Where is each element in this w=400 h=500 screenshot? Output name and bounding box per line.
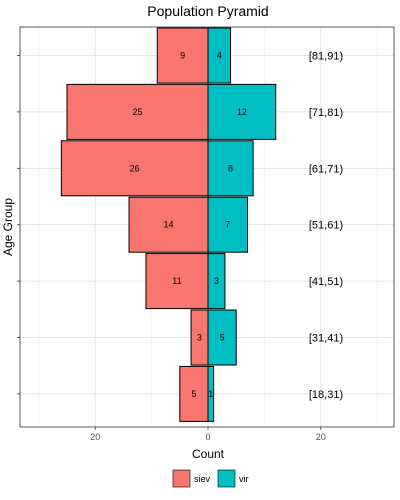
legend: siev vir bbox=[172, 469, 249, 488]
bar-vir bbox=[207, 196, 248, 253]
age-group-label: [61,71) bbox=[309, 163, 343, 175]
age-group-label: [81,91) bbox=[309, 51, 343, 63]
bar-vir bbox=[207, 140, 254, 197]
plot-border bbox=[19, 26, 395, 428]
bar-siev bbox=[60, 140, 209, 197]
bar-siev bbox=[128, 196, 209, 253]
bar-vir bbox=[207, 27, 232, 84]
bar-label-vir: 12 bbox=[237, 107, 247, 117]
age-group-label: [51,61) bbox=[309, 220, 343, 232]
bar-label-vir: 4 bbox=[217, 51, 222, 61]
bar-label-vir: 3 bbox=[214, 276, 219, 286]
bars bbox=[60, 27, 277, 422]
bar-label-siev: 25 bbox=[132, 107, 142, 117]
bar-label-vir: 7 bbox=[225, 220, 230, 230]
bar-label-siev: 5 bbox=[191, 389, 196, 399]
bar-label-siev: 9 bbox=[180, 51, 185, 61]
x-tick-label: 20 bbox=[316, 432, 326, 442]
y-axis-title: Age Group bbox=[1, 198, 15, 256]
legend-key-siev bbox=[172, 469, 191, 488]
bar-siev bbox=[66, 83, 209, 140]
bar-vir bbox=[207, 309, 237, 366]
age-group-label: [31,41) bbox=[309, 333, 343, 345]
legend-label-siev: siev bbox=[194, 474, 211, 484]
x-tick-label: 0 bbox=[205, 432, 210, 442]
chart-title: Population Pyramid bbox=[147, 3, 268, 19]
bar-label-siev: 11 bbox=[172, 276, 181, 286]
bar-labels: 5 3 11 14 26 25 9 1 5 3 7 8 12 4 bbox=[130, 51, 247, 399]
bar-label-siev: 14 bbox=[164, 220, 174, 230]
legend-key-vir bbox=[217, 469, 236, 488]
bar-label-siev: 3 bbox=[197, 333, 202, 343]
bar-vir bbox=[207, 365, 215, 422]
age-group-label: [71,81) bbox=[309, 107, 343, 119]
x-axis-title: Count bbox=[192, 447, 225, 461]
x-tick-label: 20 bbox=[90, 432, 100, 442]
bar-siev bbox=[145, 253, 209, 310]
bar-label-vir: 1 bbox=[208, 389, 213, 399]
bar-label-siev: 26 bbox=[130, 163, 140, 173]
bar-label-vir: 8 bbox=[228, 163, 233, 173]
group-labels: [18,31) [31,41) [41,51) [51,61) [61,71) [71,8… bbox=[309, 51, 343, 401]
bar-vir bbox=[207, 253, 226, 310]
age-group-label: [41,51) bbox=[309, 276, 343, 288]
axis-ticks: 20 0 20 bbox=[17, 55, 326, 442]
bar-siev bbox=[179, 365, 209, 422]
legend-label-vir: vir bbox=[239, 474, 249, 484]
bar-label-vir: 5 bbox=[220, 333, 225, 343]
bar-vir bbox=[207, 83, 277, 140]
age-group-label: [18,31) bbox=[309, 389, 343, 401]
bar-siev bbox=[156, 27, 209, 84]
